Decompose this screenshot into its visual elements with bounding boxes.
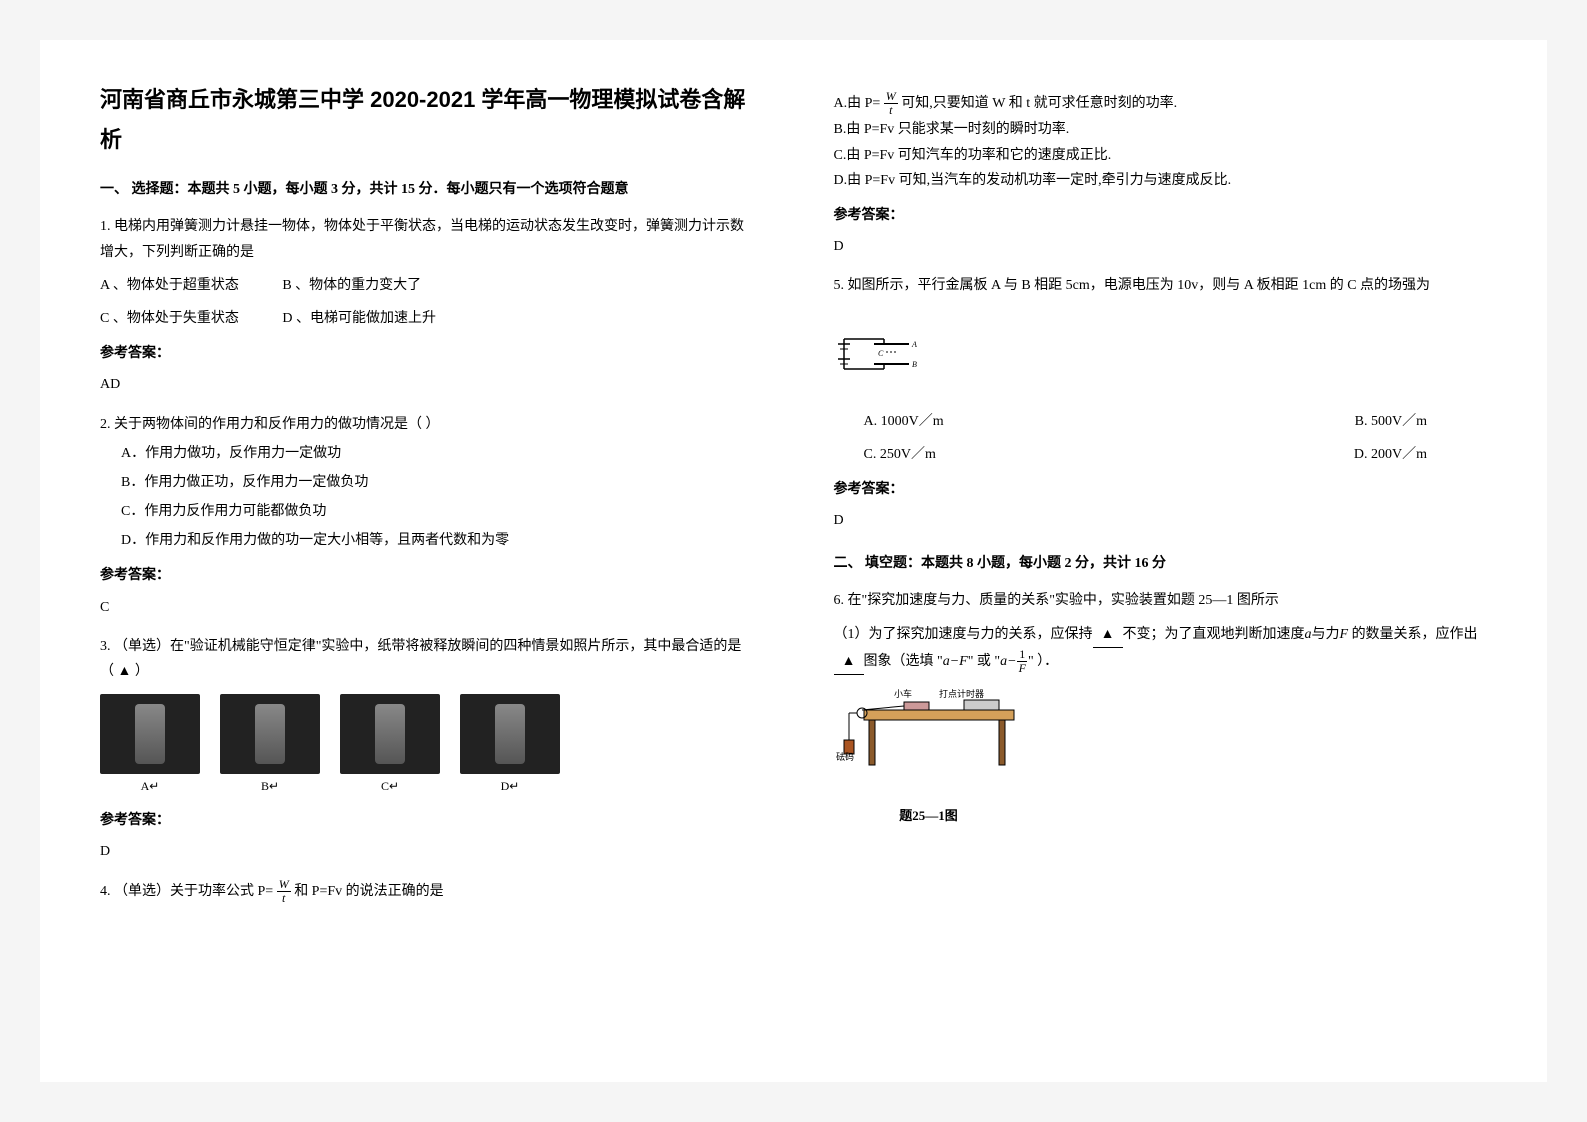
q6-blank-1: ▲ bbox=[1093, 622, 1123, 648]
q4-a-post: 可知,只要知道 W 和 t 就可求任意时刻的功率. bbox=[901, 96, 1177, 111]
q6-p1g: 图象（选填 " bbox=[864, 654, 943, 669]
q4-stem-pre: 4. （单选）关于功率公式 P= bbox=[100, 884, 273, 899]
question-2: 2. 关于两物体间的作用力和反作用力的做功情况是（ ） A．作用力做功，反作用力… bbox=[100, 412, 754, 620]
exam-title: 河南省商丘市永城第三中学 2020-2021 学年高一物理模拟试卷含解析 bbox=[100, 80, 754, 159]
q4-option-d: D.由 P=Fv 可知,当汽车的发动机功率一定时,牵引力与速度成反比. bbox=[834, 168, 1488, 193]
q4-option-b: B.由 P=Fv 只能求某一时刻的瞬时功率. bbox=[834, 117, 1488, 142]
q1-answer-label: 参考答案： bbox=[100, 341, 754, 366]
expr-a-1f: a− bbox=[1000, 654, 1016, 669]
q4-option-c: C.由 P=Fv 可知汽车的功率和它的速度成正比. bbox=[834, 143, 1488, 168]
timer-label: 打点计时器 bbox=[939, 688, 984, 699]
photo-d-icon bbox=[460, 694, 560, 774]
q1-option-a: A 、物体处于超重状态 bbox=[100, 273, 239, 298]
q6-img-label: 题25—1图 bbox=[834, 804, 1024, 827]
q3-label-c: C↵ bbox=[340, 776, 440, 798]
question-1: 1. 电梯内用弹簧测力计悬挂一物体，物体处于平衡状态，当电梯的运动状态发生改变时… bbox=[100, 214, 754, 397]
svg-text:B: B bbox=[912, 360, 917, 369]
photo-c-icon bbox=[340, 694, 440, 774]
q5-stem: 5. 如图所示，平行金属板 A 与 B 相距 5cm，电源电压为 10v，则与 … bbox=[834, 273, 1488, 298]
q5-options-row1: A. 1000V／m B. 500V／m bbox=[834, 409, 1488, 434]
q3-label-d: D↵ bbox=[460, 776, 560, 798]
q4-answer-label: 参考答案： bbox=[834, 203, 1488, 228]
q1-options-row1: A 、物体处于超重状态 B 、物体的重力变大了 bbox=[100, 273, 754, 298]
section-2-header: 二、 填空题：本题共 8 小题，每小题 2 分，共计 16 分 bbox=[834, 551, 1488, 576]
var-a-1: a bbox=[1305, 627, 1312, 642]
q6-p1a: （1）为了探究加速度与力的关系，应保持 bbox=[834, 627, 1093, 642]
question-5: 5. 如图所示，平行金属板 A 与 B 相距 5cm，电源电压为 10v，则与 … bbox=[834, 273, 1488, 533]
svg-text:C: C bbox=[878, 349, 884, 358]
q4-a-pre: A.由 P= bbox=[834, 96, 881, 111]
cart-label: 小车 bbox=[894, 688, 912, 699]
q1-options-row2: C 、物体处于失重状态 D 、电梯可能做加速上升 bbox=[100, 306, 754, 331]
q6-stem: 6. 在"探究加速度与力、质量的关系"实验中，实验装置如题 25—1 图所示 bbox=[834, 588, 1488, 613]
q6-p1d: 与力 bbox=[1312, 627, 1340, 642]
q2-answer: C bbox=[100, 595, 754, 620]
q1-option-c: C 、物体处于失重状态 bbox=[100, 306, 239, 331]
q3-label-b: B↵ bbox=[220, 776, 320, 798]
q4-stem-mid: 和 P=Fv 的说法正确的是 bbox=[294, 884, 443, 899]
q5-options-row2: C. 250V／m D. 200V／m bbox=[834, 442, 1488, 467]
q3-answer-label: 参考答案： bbox=[100, 808, 754, 833]
q4-option-a: A.由 P= Wt 可知,只要知道 W 和 t 就可求任意时刻的功率. bbox=[834, 90, 1488, 117]
photo-b-icon bbox=[220, 694, 320, 774]
exam-page: 河南省商丘市永城第三中学 2020-2021 学年高一物理模拟试卷含解析 一、 … bbox=[40, 40, 1547, 1082]
question-4-stem: 4. （单选）关于功率公式 P= Wt 和 P=Fv 的说法正确的是 bbox=[100, 878, 754, 905]
q1-stem: 1. 电梯内用弹簧测力计悬挂一物体，物体处于平衡状态，当电梯的运动状态发生改变时… bbox=[100, 214, 754, 264]
q2-option-b: B．作用力做正功，反作用力一定做负功 bbox=[121, 470, 754, 495]
q6-p1i: " ）． bbox=[1028, 654, 1058, 669]
q2-option-a: A．作用力做功，反作用力一定做功 bbox=[121, 441, 754, 466]
svg-text:A: A bbox=[911, 340, 917, 349]
q2-answer-label: 参考答案： bbox=[100, 563, 754, 588]
q3-thumb-b: B↵ bbox=[220, 694, 320, 798]
q3-answer: D bbox=[100, 839, 754, 864]
q5-answer: D bbox=[834, 508, 1488, 533]
var-f-1: F bbox=[1340, 627, 1349, 642]
q5-answer-label: 参考答案： bbox=[834, 477, 1488, 502]
question-3: 3. （单选）在"验证机械能守恒定律"实验中，纸带将被释放瞬间的四种情景如照片所… bbox=[100, 634, 754, 864]
expr-a-f: a−F bbox=[943, 654, 968, 669]
q3-thumb-c: C↵ bbox=[340, 694, 440, 798]
experiment-setup-icon: 小车 打点计时器 砝码 题25—1图 bbox=[834, 685, 1024, 795]
q3-thumb-d: D↵ bbox=[460, 694, 560, 798]
q2-options: A．作用力做功，反作用力一定做功 B．作用力做正功，反作用力一定做负功 C．作用… bbox=[100, 441, 754, 554]
q5-option-d: D. 200V／m bbox=[1354, 442, 1427, 467]
section-1-header: 一、 选择题：本题共 5 小题，每小题 3 分，共计 15 分．每小题只有一个选… bbox=[100, 177, 754, 202]
q2-stem: 2. 关于两物体间的作用力和反作用力的做功情况是（ ） bbox=[100, 412, 754, 437]
q1-answer: AD bbox=[100, 372, 754, 397]
q6-blank-2: ▲ bbox=[834, 649, 864, 675]
fraction-w-t-icon: Wt bbox=[277, 878, 291, 905]
q5-option-c: C. 250V／m bbox=[864, 442, 936, 467]
q1-option-b: B 、物体的重力变大了 bbox=[282, 273, 421, 298]
q6-p1h: " 或 " bbox=[968, 654, 1000, 669]
question-6: 6. 在"探究加速度与力、质量的关系"实验中，实验装置如题 25—1 图所示 （… bbox=[834, 588, 1488, 795]
q5-option-b: B. 500V／m bbox=[1355, 409, 1427, 434]
q3-thumb-a: A↵ bbox=[100, 694, 200, 798]
question-4-options: A.由 P= Wt 可知,只要知道 W 和 t 就可求任意时刻的功率. B.由 … bbox=[834, 90, 1488, 259]
q4-answer: D bbox=[834, 234, 1488, 259]
q3-image-row: A↵ B↵ C↵ D↵ bbox=[100, 694, 754, 798]
q6-p1c: 不变；为了直观地判断加速度 bbox=[1123, 627, 1305, 642]
q2-option-d: D．作用力和反作用力做的功一定大小相等，且两者代数和为零 bbox=[121, 528, 754, 553]
right-column: A.由 P= Wt 可知,只要知道 W 和 t 就可求任意时刻的功率. B.由 … bbox=[794, 80, 1528, 1042]
q3-label-a: A↵ bbox=[100, 776, 200, 798]
fraction-w-t-icon-2: Wt bbox=[884, 90, 898, 117]
q1-option-d: D 、电梯可能做加速上升 bbox=[282, 306, 436, 331]
q3-stem: 3. （单选）在"验证机械能守恒定律"实验中，纸带将被释放瞬间的四种情景如照片所… bbox=[100, 634, 754, 684]
q5-option-a: A. 1000V／m bbox=[864, 409, 944, 434]
q6-part1: （1）为了探究加速度与力的关系，应保持▲不变；为了直观地判断加速度a与力F 的数… bbox=[834, 622, 1488, 676]
circuit-diagram-icon: A B C bbox=[834, 319, 944, 389]
q2-option-c: C．作用力反作用力可能都做负功 bbox=[121, 499, 754, 524]
left-column: 河南省商丘市永城第三中学 2020-2021 学年高一物理模拟试卷含解析 一、 … bbox=[60, 80, 794, 1042]
q6-p1e: 的数量关系，应作出 bbox=[1348, 627, 1478, 642]
fraction-1-f-icon: 1F bbox=[1017, 648, 1028, 675]
weight-label: 砝码 bbox=[836, 751, 854, 762]
photo-a-icon bbox=[100, 694, 200, 774]
